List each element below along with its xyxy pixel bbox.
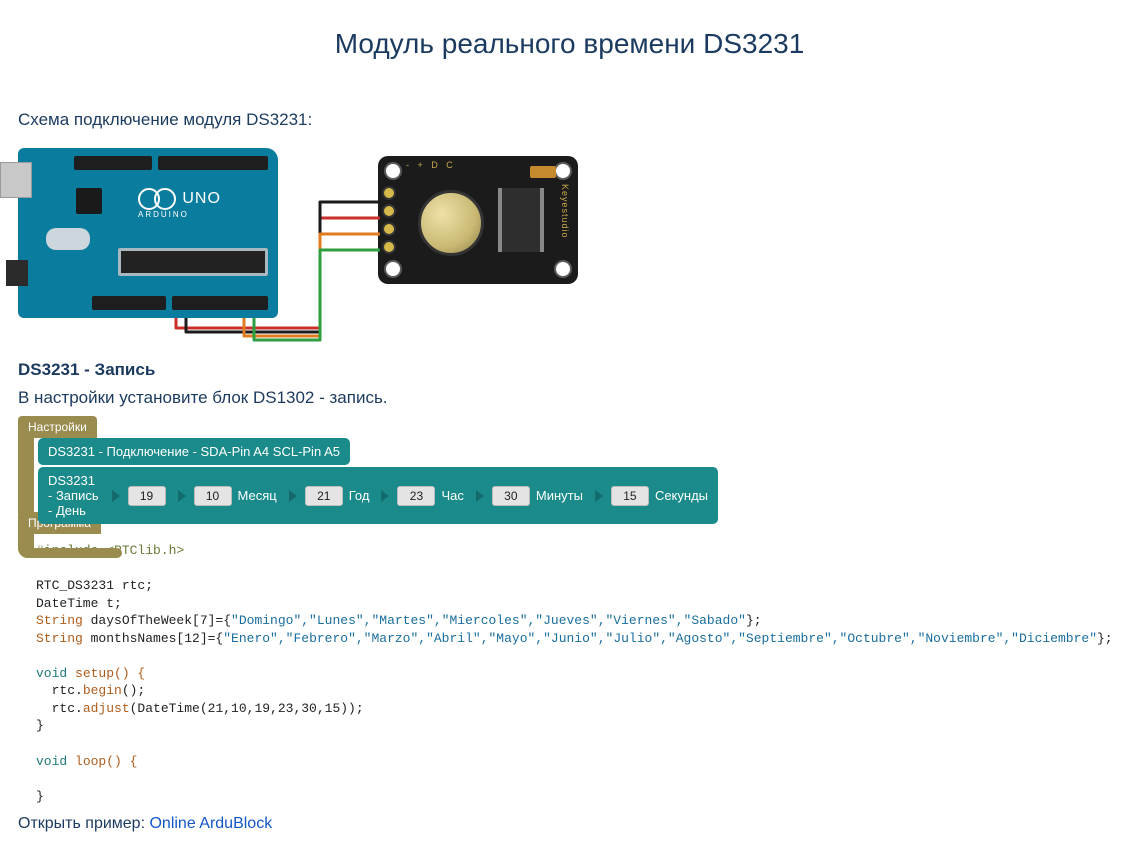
field-label: Час [441,488,463,503]
block-row1-text: DS3231 - Подключение - SDA-Pin A4 SCL-Pi… [48,444,340,459]
write-instruction: В настройки установите блок DS1302 - зап… [18,388,1121,408]
arduino-board: UNO ARDUINO [18,148,278,318]
value-chip[interactable]: 15 [611,486,649,506]
block-editor: Настройки Программа DS3231 - Подключение… [18,416,718,524]
value-chip[interactable]: 19 [128,486,166,506]
value-chip[interactable]: 21 [305,486,343,506]
module-pins-label: - + D C [406,160,456,170]
arduino-logo-sub: ARDUINO [138,210,221,219]
footer: Открыть пример: Online ArduBlock [18,815,1121,833]
value-chip[interactable]: 10 [194,486,232,506]
block-ds3231-write[interactable]: DS3231 - Запись - День1910Месяц21Год23Ча… [38,467,718,524]
write-heading: DS3231 - Запись [18,360,1121,380]
value-chip[interactable]: 30 [492,486,530,506]
field-label: Минуты [536,488,583,503]
schema-label: Схема подключение модуля DS3231: [18,110,1121,130]
arduino-logo-main: UNO [182,190,221,207]
online-ardublock-link[interactable]: Online ArduBlock [149,815,272,832]
field-label: Год [349,488,370,503]
field-label: Месяц [238,488,277,503]
generated-code: #include <RTClib.h> RTC_DS3231 rtc; Date… [36,542,1121,805]
footer-prefix: Открыть пример: [18,815,149,832]
value-chip[interactable]: 23 [397,486,435,506]
block-ds3231-connect[interactable]: DS3231 - Подключение - SDA-Pin A4 SCL-Pi… [38,438,350,465]
field-label: Секунды [655,488,708,503]
page-title: Модуль реального времени DS3231 [18,28,1121,60]
tab-settings[interactable]: Настройки [18,416,97,438]
module-brand: Keyestudio [560,184,570,239]
ds3231-module: - + D C Keyestudio [378,156,578,284]
wiring-diagram: UNO ARDUINO - + D C Keyestudio [18,138,598,348]
